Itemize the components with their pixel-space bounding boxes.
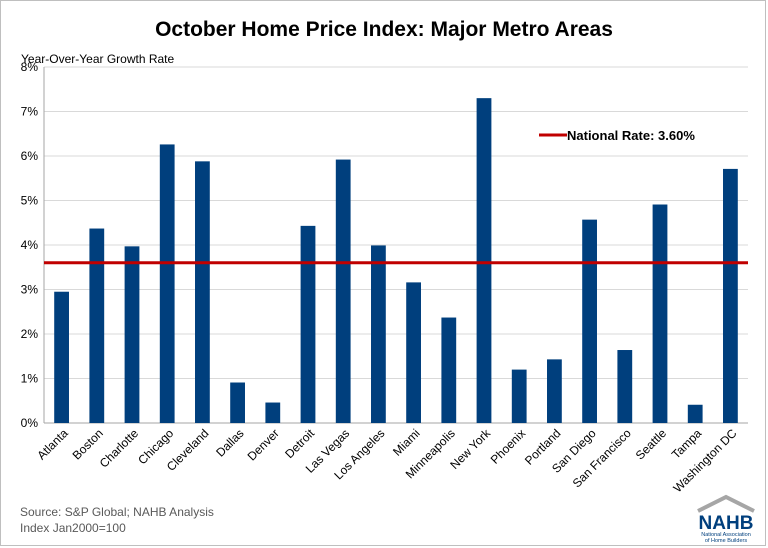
x-tick-label: New York (447, 425, 493, 471)
bar (547, 359, 562, 423)
y-tick-label: 1% (21, 372, 39, 386)
bar (265, 402, 281, 423)
x-tick-label: Denver (245, 426, 282, 463)
y-axis-label: Year-Over-Year Growth Rate (21, 52, 175, 66)
bar (476, 98, 492, 424)
y-tick-label: 5% (21, 194, 39, 208)
bar (582, 219, 597, 423)
y-tick-label: 8% (21, 60, 39, 74)
bar (687, 404, 703, 423)
x-tick-label: Phoenix (488, 426, 529, 467)
y-tick-label: 6% (21, 149, 39, 163)
bar (335, 159, 351, 423)
bar (441, 317, 457, 423)
x-tick-label: Charlotte (97, 426, 142, 471)
x-tick-label: Dallas (213, 426, 246, 459)
x-tick-label: Washington DC (670, 426, 739, 495)
index-note: Index Jan2000=100 (20, 521, 126, 535)
bar (511, 369, 527, 423)
house-roof-icon (697, 494, 755, 513)
logo-text: NAHB (699, 513, 754, 534)
logo-subtitle-line2: of Home Builders (705, 538, 747, 544)
y-tick-label: 7% (21, 105, 39, 119)
y-tick-label: 4% (21, 238, 39, 252)
bar (617, 350, 633, 423)
bar (124, 246, 140, 423)
y-tick-label: 3% (21, 283, 39, 297)
bar (89, 228, 105, 423)
legend-label: National Rate: 3.60% (567, 128, 695, 143)
nahb-logo: NAHB National Association of Home Builde… (697, 494, 755, 544)
x-tick-label: Seattle (633, 426, 670, 463)
bar (371, 245, 386, 423)
bar (54, 291, 69, 423)
bar (300, 225, 316, 423)
bar (723, 168, 738, 423)
bar (406, 282, 421, 423)
bar (652, 204, 668, 423)
bar (159, 144, 175, 423)
source-note: Source: S&P Global; NAHB Analysis (20, 505, 214, 519)
bar (195, 161, 210, 423)
logo-subtitle-line1: National Association (701, 532, 751, 538)
x-tick-label: Miami (390, 426, 423, 459)
bar (230, 382, 245, 423)
chart-title: October Home Price Index: Major Metro Ar… (155, 18, 613, 41)
y-tick-label: 2% (21, 327, 39, 341)
x-tick-label: Atlanta (34, 426, 71, 463)
y-tick-label: 0% (21, 416, 39, 430)
